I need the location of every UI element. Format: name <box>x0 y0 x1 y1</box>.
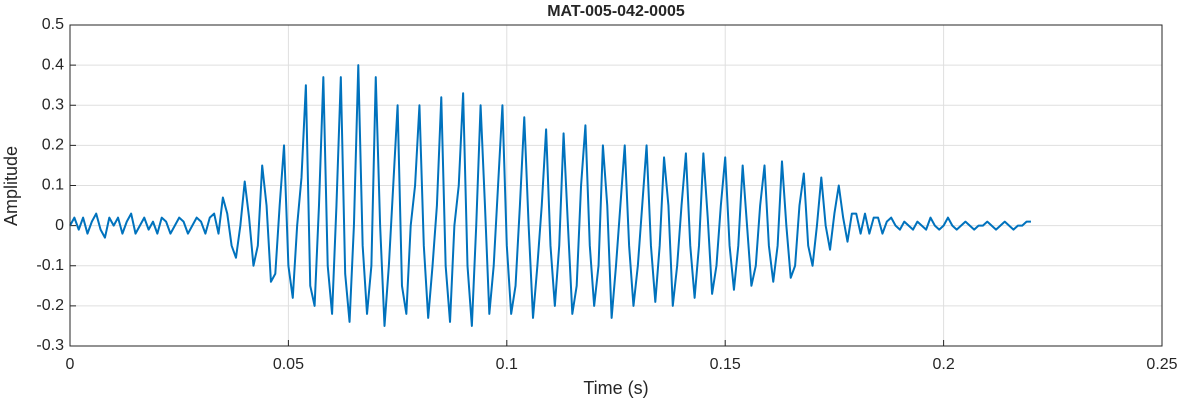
waveform-line <box>69 64 1031 327</box>
plot-frame <box>69 24 1163 347</box>
y-axis-label: Amplitude <box>1 146 21 226</box>
x-tick-label: 0.05 <box>273 356 304 373</box>
x-axis-label: Time (s) <box>583 378 648 398</box>
y-tick-label: 0.2 <box>42 137 64 154</box>
x-tick-label: 0 <box>66 356 75 373</box>
y-tick-label: 0 <box>55 217 64 234</box>
y-tick-label: -0.3 <box>36 337 64 354</box>
y-tick-label: 0.3 <box>42 96 64 113</box>
x-tick-label: 0.25 <box>1146 356 1177 373</box>
chart-title: MAT-005-042-0005 <box>547 3 685 20</box>
y-tick-label: -0.1 <box>36 257 64 274</box>
y-tick-label: 0.1 <box>42 177 64 194</box>
x-tick-label: 0.1 <box>496 356 518 373</box>
y-tick-label: 0.5 <box>42 16 64 33</box>
y-tick-label: 0.4 <box>42 56 64 73</box>
x-tick-label: 0.2 <box>932 356 954 373</box>
y-tick-label: -0.2 <box>36 297 64 314</box>
x-tick-label: 0.15 <box>710 356 741 373</box>
